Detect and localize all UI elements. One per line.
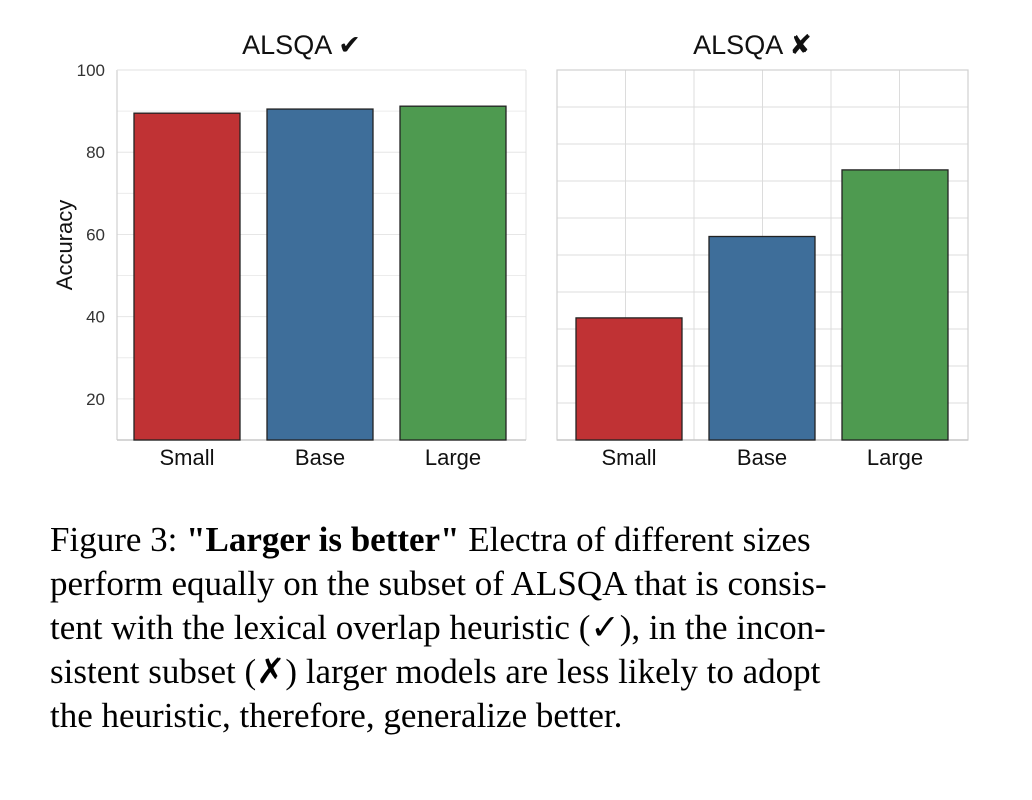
caption-bold-title: "Larger is better" xyxy=(186,520,460,559)
x-tick-label: Base xyxy=(737,445,787,470)
x-tick-label: Large xyxy=(867,445,923,470)
bar-large xyxy=(399,105,507,441)
y-tick-label: 100 xyxy=(77,61,105,80)
chart-panel-1: 20 40 60 80 100 Small Base Large ALSQA ✔ Accuracy xyxy=(52,30,527,470)
x-tick-label: Base xyxy=(295,445,345,470)
x-tick-label: Small xyxy=(159,445,214,470)
bar-small xyxy=(133,112,241,441)
caption-line-2: perform equally on the subset of ALSQA t… xyxy=(50,564,827,603)
x-tick-label: Small xyxy=(601,445,656,470)
figure-caption: Figure 3: "Larger is better" Electra of … xyxy=(50,518,990,738)
caption-line-1: Electra of different sizes xyxy=(459,520,811,559)
x-tick-label: Large xyxy=(425,445,481,470)
y-tick-label: 60 xyxy=(86,225,105,244)
caption-line-3: tent with the lexical overlap heuristic … xyxy=(50,608,826,647)
chart-panel-2: Small Base Large ALSQA ✘ xyxy=(556,30,969,470)
bar-small xyxy=(575,317,683,441)
chart-title: ALSQA ✔ xyxy=(242,30,361,60)
chart-title: ALSQA ✘ xyxy=(693,30,812,60)
y-tick-label: 40 xyxy=(86,308,105,327)
bar-base xyxy=(266,108,374,441)
y-tick-label: 20 xyxy=(86,390,105,409)
caption-line-5: the heuristic, therefore, generalize bet… xyxy=(50,696,623,735)
y-tick-label: 80 xyxy=(86,143,105,162)
caption-label: Figure 3: xyxy=(50,520,187,559)
caption-line-4: sistent subset (✗) larger models are les… xyxy=(50,652,821,691)
bar-base xyxy=(708,235,816,441)
y-axis-label: Accuracy xyxy=(52,200,77,290)
bar-large xyxy=(841,169,949,441)
